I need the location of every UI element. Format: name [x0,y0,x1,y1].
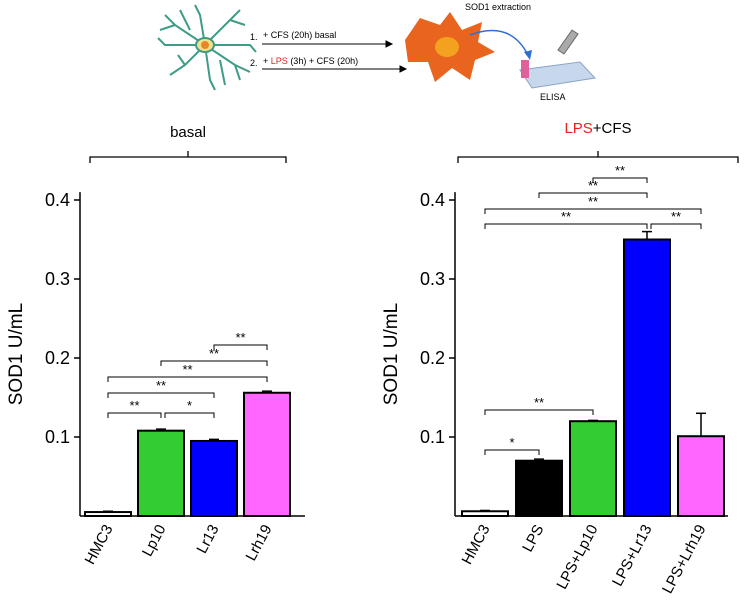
error-bar [588,419,598,422]
bar [569,420,617,518]
significance-label: ** [235,330,245,345]
step-number: 1. [250,32,258,42]
y-tick-label: 0.1 [45,427,70,447]
significance-label: ** [534,395,544,410]
significance-bracket [160,360,268,366]
y-axis-label: SOD1 U/mL [6,303,27,405]
significance-bracket [213,344,268,350]
bracket-line [592,177,648,183]
significance-bracket [107,392,215,398]
x-tick-label: Lp10 [139,522,170,559]
significance-bracket [484,223,648,229]
significance-label: ** [156,378,166,393]
step-highlight: LPS [271,56,288,66]
y-tick-label: 0.2 [45,348,70,368]
significance-bracket [107,412,162,418]
step-suffix: (3h) + CFS (20h) [290,56,358,66]
error-bar [209,438,219,441]
bracket-line [484,449,540,455]
step-prefix: + [263,56,268,66]
step-number: 2. [250,58,258,68]
x-tick-label: LPS+Lrh19 [659,522,709,597]
extraction-label: SOD1 extraction [465,2,531,12]
y-tick-label: 0.3 [420,269,445,289]
arrows [262,40,408,73]
group-label-part: +CFS [593,120,632,137]
bar [243,391,291,518]
error-bar [156,428,166,431]
significance-label: * [509,435,514,450]
microglia-activated [405,12,495,82]
step-text: + CFS (20h) basal [263,30,336,40]
bar [623,238,671,517]
x-tick-label: Lr13 [193,522,222,556]
bar [84,511,132,517]
significance-label: * [187,398,192,413]
bracket-line [160,360,268,366]
significance-label: ** [615,163,625,178]
significance-label: ** [588,178,598,193]
transfer-arrow [469,29,529,56]
bracket-line [484,223,648,229]
step-text: + LPS (3h) + CFS (20h) [263,56,358,66]
error-bar [642,230,652,240]
bracket-line [650,223,702,229]
bracket-line [107,412,162,418]
elisa-plate [519,29,597,89]
y-tick-label: 0.4 [420,190,445,210]
y-axis-label: SOD1 U/mL [381,303,402,405]
group-brace [457,151,739,163]
significance-label: ** [671,209,681,224]
bracket-line [538,192,648,198]
error-bar [262,390,272,393]
significance-bracket [484,449,540,455]
y-tick-label: 0.2 [420,348,445,368]
significance-label: ** [561,209,571,224]
error-bar [696,412,706,437]
error-bar [103,510,113,513]
significance-bracket [484,208,702,214]
significance-bracket [484,409,594,415]
x-tick-label: LPS+Lp10 [553,522,601,592]
significance-label: ** [209,346,219,361]
bracket-line [107,376,268,382]
bracket-line [107,392,215,398]
x-tick-label: HMC3 [82,522,117,568]
bar [515,459,563,518]
significance-label: ** [129,398,139,413]
x-tick-label: LPS [519,522,547,555]
y-tick-label: 0.3 [45,269,70,289]
y-tick-label: 0.1 [420,427,445,447]
group-label-part: LPS [564,120,592,137]
bracket-line [164,412,215,418]
significance-bracket [592,177,648,183]
group-brace [89,151,287,163]
x-tick-label: LPS+Lr13 [609,522,656,589]
significance-label: ** [182,362,192,377]
y-tick-label: 0.4 [45,190,70,210]
bracket-line [484,409,594,415]
bar [190,439,238,518]
assay-label: ELISA [540,92,566,102]
arrow-head [524,50,532,60]
group-label: basal [170,124,206,141]
significance-bracket [538,192,648,198]
significance-bracket [107,376,268,382]
bar [677,435,725,517]
significance-label: ** [588,194,598,209]
error-bar [480,509,490,512]
significance-bracket [650,223,702,229]
significance-bracket [164,412,215,418]
group-label: LPS+CFS [564,120,631,137]
microglia-resting [157,4,257,91]
bar [461,510,509,518]
bar [137,429,185,517]
x-tick-label: HMC3 [459,522,494,568]
x-tick-label: Lrh19 [243,522,276,564]
bracket-line [213,344,268,350]
error-bar [534,458,544,461]
bracket-line [484,208,702,214]
